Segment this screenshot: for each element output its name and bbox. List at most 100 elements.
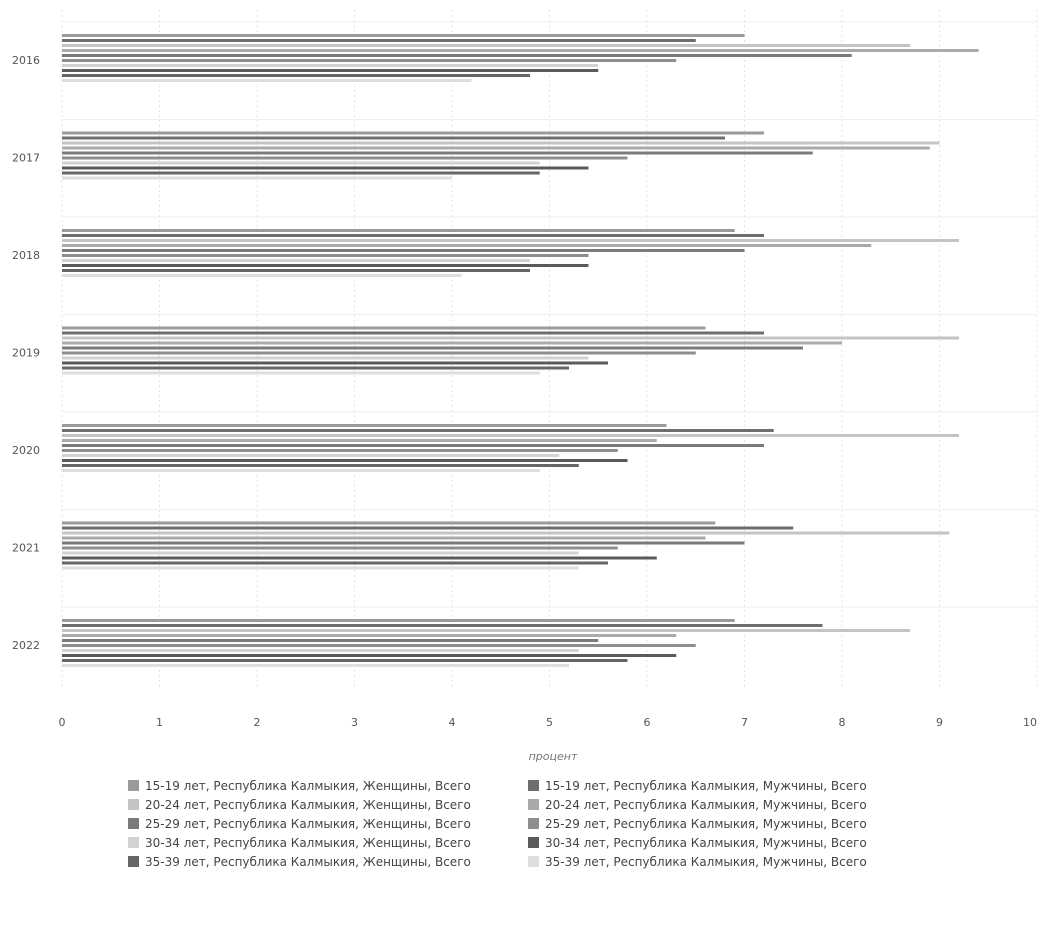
bar-2022-series-3[interactable] xyxy=(62,634,677,637)
bar-2020-series-6[interactable] xyxy=(62,454,560,457)
bar-2017-series-3[interactable] xyxy=(62,146,930,150)
bar-2018-series-5[interactable] xyxy=(62,254,589,257)
legend-label-0: 15-19 лет, Республика Калмыкия, Женщины,… xyxy=(145,779,471,793)
bar-2019-series-4[interactable] xyxy=(62,346,803,350)
bar-2018-series-1[interactable] xyxy=(62,234,764,237)
bar-2017-series-7[interactable] xyxy=(62,166,589,170)
bar-2019-series-5[interactable] xyxy=(62,351,696,355)
bar-2018-series-7[interactable] xyxy=(62,264,589,267)
legend-item-1[interactable]: 15-19 лет, Республика Калмыкия, Мужчины,… xyxy=(528,779,867,793)
bar-2016-series-8[interactable] xyxy=(62,74,530,77)
bar-2018-series-8[interactable] xyxy=(62,269,530,272)
bar-2021-series-5[interactable] xyxy=(62,546,618,550)
bar-group-2021 xyxy=(62,521,950,570)
bar-2018-series-6[interactable] xyxy=(62,259,530,262)
bar-2018-series-3[interactable] xyxy=(62,244,872,247)
bar-2021-series-3[interactable] xyxy=(62,536,706,540)
bar-2017-series-2[interactable] xyxy=(62,141,940,145)
bar-2017-series-5[interactable] xyxy=(62,156,628,160)
bar-2016-series-2[interactable] xyxy=(62,44,911,47)
y-axis-categories: 2016 2017 2018 2019 2020 2021 2022 xyxy=(12,54,40,652)
bar-2022-series-1[interactable] xyxy=(62,624,823,627)
bar-2021-series-6[interactable] xyxy=(62,551,579,555)
bar-2020-series-8[interactable] xyxy=(62,464,579,467)
bar-2019-series-9[interactable] xyxy=(62,371,540,375)
bar-2019-series-1[interactable] xyxy=(62,331,764,335)
bar-2020-series-5[interactable] xyxy=(62,449,618,452)
bar-2021-series-8[interactable] xyxy=(62,561,608,565)
legend-item-8[interactable]: 35-39 лет, Республика Калмыкия, Женщины,… xyxy=(128,855,471,869)
bar-2021-series-2[interactable] xyxy=(62,531,950,535)
x-tick-label-2: 2 xyxy=(254,716,261,729)
bar-2017-series-1[interactable] xyxy=(62,136,725,140)
gridlines xyxy=(61,10,1038,690)
bar-group-2020 xyxy=(62,424,959,472)
bar-2020-series-2[interactable] xyxy=(62,434,959,437)
legend-swatch-6 xyxy=(128,837,139,848)
bar-2018-series-0[interactable] xyxy=(62,229,735,232)
bar-2021-series-7[interactable] xyxy=(62,556,657,560)
bar-2017-series-6[interactable] xyxy=(62,161,540,165)
bar-2021-series-4[interactable] xyxy=(62,541,745,545)
bar-2018-series-9[interactable] xyxy=(62,274,462,277)
legend-swatch-5 xyxy=(528,818,539,829)
legend-swatch-2 xyxy=(128,799,139,810)
bar-2016-series-0[interactable] xyxy=(62,34,745,37)
bar-group-2016 xyxy=(62,34,979,82)
legend-item-5[interactable]: 25-29 лет, Республика Калмыкия, Мужчины,… xyxy=(528,817,867,831)
bar-2020-series-4[interactable] xyxy=(62,444,764,447)
bar-2022-series-9[interactable] xyxy=(62,664,569,667)
bar-2021-series-1[interactable] xyxy=(62,526,794,530)
bar-2022-series-8[interactable] xyxy=(62,659,628,662)
bar-2019-series-3[interactable] xyxy=(62,341,842,345)
bar-2019-series-6[interactable] xyxy=(62,356,589,360)
bar-2017-series-9[interactable] xyxy=(62,176,452,180)
bar-2020-series-0[interactable] xyxy=(62,424,667,427)
bar-2016-series-3[interactable] xyxy=(62,49,979,52)
bar-2021-series-0[interactable] xyxy=(62,521,716,525)
bar-2020-series-3[interactable] xyxy=(62,439,657,442)
legend-label-5: 25-29 лет, Республика Калмыкия, Мужчины,… xyxy=(545,817,867,831)
bar-2020-series-1[interactable] xyxy=(62,429,774,432)
legend-item-6[interactable]: 30-34 лет, Республика Калмыкия, Женщины,… xyxy=(128,836,471,850)
bar-2022-series-6[interactable] xyxy=(62,649,579,652)
bar-2022-series-2[interactable] xyxy=(62,629,911,632)
bar-2016-series-1[interactable] xyxy=(62,39,696,42)
bar-2017-series-8[interactable] xyxy=(62,171,540,175)
bar-2022-series-0[interactable] xyxy=(62,619,735,622)
bar-2019-series-0[interactable] xyxy=(62,326,706,330)
bar-2020-series-7[interactable] xyxy=(62,459,628,462)
bar-2019-series-8[interactable] xyxy=(62,366,569,370)
bar-2021-series-9[interactable] xyxy=(62,566,579,570)
bar-2016-series-7[interactable] xyxy=(62,69,599,72)
bar-2018-series-2[interactable] xyxy=(62,239,959,242)
bar-2016-series-4[interactable] xyxy=(62,54,852,57)
legend-item-9[interactable]: 35-39 лет, Республика Калмыкия, Мужчины,… xyxy=(528,855,867,869)
x-tick-label-1: 1 xyxy=(156,716,163,729)
legend-item-4[interactable]: 25-29 лет, Республика Калмыкия, Женщины,… xyxy=(128,817,471,831)
legend-item-2[interactable]: 20-24 лет, Республика Калмыкия, Женщины,… xyxy=(128,798,471,812)
bar-2020-series-9[interactable] xyxy=(62,469,540,472)
bar-2019-series-2[interactable] xyxy=(62,336,959,340)
bar-2017-series-4[interactable] xyxy=(62,151,813,155)
legend-item-3[interactable]: 20-24 лет, Республика Калмыкия, Мужчины,… xyxy=(528,798,867,812)
bar-2022-series-5[interactable] xyxy=(62,644,696,647)
bar-2022-series-4[interactable] xyxy=(62,639,599,642)
legend-swatch-4 xyxy=(128,818,139,829)
bar-2016-series-6[interactable] xyxy=(62,64,599,67)
legend-label-1: 15-19 лет, Республика Калмыкия, Мужчины,… xyxy=(545,779,867,793)
bar-2016-series-5[interactable] xyxy=(62,59,677,62)
category-label-2022: 2022 xyxy=(12,639,40,652)
bar-2022-series-7[interactable] xyxy=(62,654,677,657)
legend-item-7[interactable]: 30-34 лет, Республика Калмыкия, Мужчины,… xyxy=(528,836,867,850)
bar-2019-series-7[interactable] xyxy=(62,361,608,365)
x-tick-label-0: 0 xyxy=(59,716,66,729)
legend[interactable]: 15-19 лет, Республика Калмыкия, Женщины,… xyxy=(128,779,867,869)
bar-2017-series-0[interactable] xyxy=(62,131,764,135)
x-tick-label-5: 5 xyxy=(546,716,553,729)
bar-2018-series-4[interactable] xyxy=(62,249,745,252)
bar-2016-series-9[interactable] xyxy=(62,79,472,82)
legend-item-0[interactable]: 15-19 лет, Республика Калмыкия, Женщины,… xyxy=(128,779,471,793)
